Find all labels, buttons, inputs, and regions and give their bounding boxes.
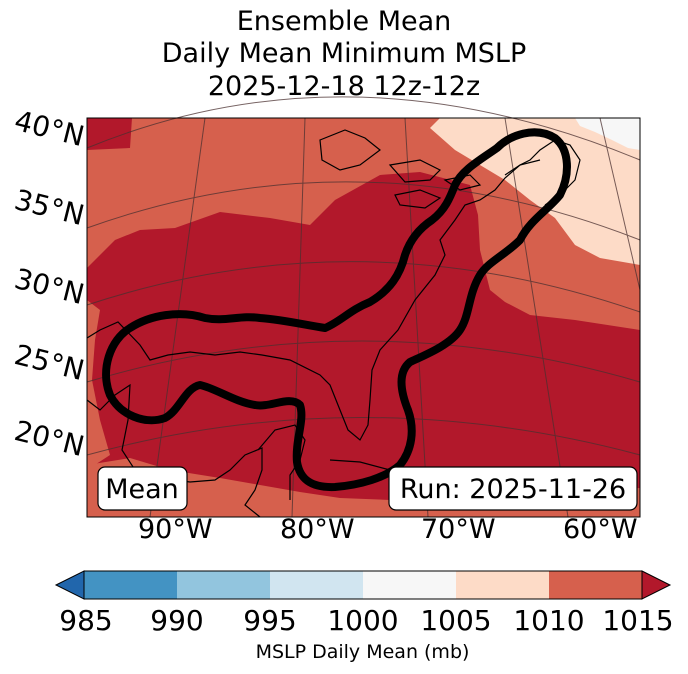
- colorbar-tick-995: 995: [243, 604, 297, 637]
- colorbar: [54, 570, 672, 600]
- run-label-box: Run: 2025-11-26: [388, 466, 638, 511]
- colorbar-extend-low: [54, 570, 85, 600]
- map-frame: [86, 117, 641, 518]
- colorbar-bin-1000-1005: [363, 571, 456, 599]
- mean-label-text: Mean: [105, 474, 179, 505]
- run-label-text: Run: 2025-11-26: [400, 474, 626, 505]
- pressure-contour: [102, 128, 571, 492]
- great-lakes: [319, 129, 482, 209]
- pressure-field-pale: [575, 118, 640, 150]
- title-line-1: Ensemble Mean: [236, 6, 452, 37]
- lon-label-60w: 60°W: [563, 514, 638, 545]
- colorbar-bin-990-995: [177, 571, 270, 599]
- map-panel: [86, 96, 641, 518]
- lon-label-90w: 90°W: [138, 514, 213, 545]
- colorbar-frame: [83, 570, 643, 600]
- colorbar-tick-1015: 1015: [602, 604, 674, 637]
- colorbar-tick-1000: 1000: [327, 604, 399, 637]
- lon-label-70w: 70°W: [421, 514, 496, 545]
- colorbar-tick-990: 990: [150, 604, 204, 637]
- colorbar-bin-1010-1015: [549, 571, 642, 599]
- pressure-field-mid-west: [87, 300, 110, 470]
- title-line-2: Daily Mean Minimum MSLP: [161, 38, 527, 69]
- colorbar-bin-1005-1010: [456, 571, 549, 599]
- coastline-yucatan: [257, 424, 306, 500]
- colorbar-bin-995-1000: [270, 571, 363, 599]
- graticule: [86, 96, 641, 518]
- coastline-mexico: [86, 383, 263, 518]
- mean-label-box: Mean: [97, 466, 188, 511]
- coastline-gulf: [86, 159, 541, 441]
- colorbar-tick-1010: 1010: [513, 604, 585, 637]
- colorbar-tick-1005: 1005: [420, 604, 492, 637]
- colorbar-label: MSLP Daily Mean (mb): [255, 641, 470, 663]
- lon-label-80w: 80°W: [280, 514, 355, 545]
- colorbar-tick-985: 985: [59, 604, 113, 637]
- colorbar-extend-high: [641, 570, 672, 600]
- colorbar-bin-985-990: [84, 571, 177, 599]
